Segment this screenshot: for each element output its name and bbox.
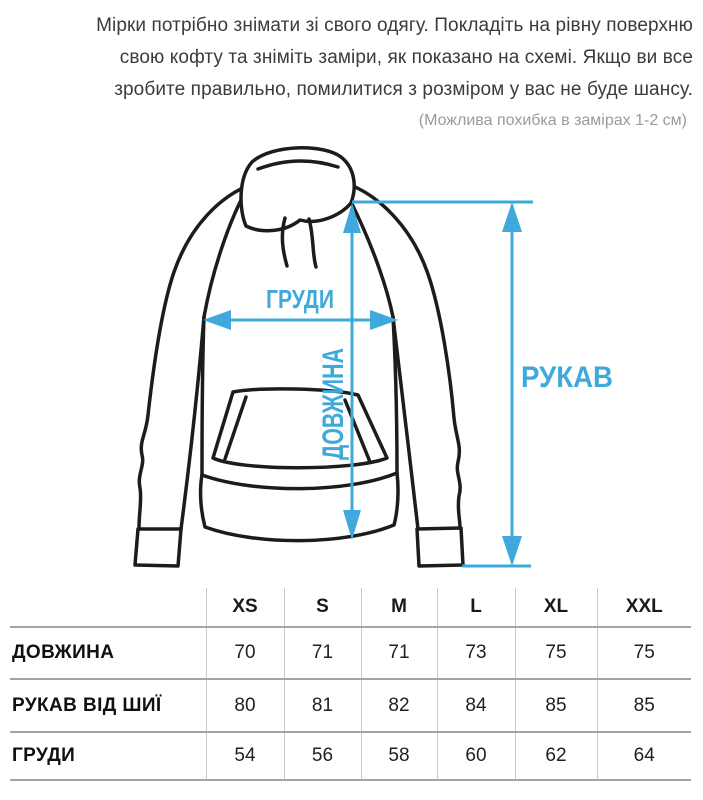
length-arrow <box>343 203 361 540</box>
hoodie-hood <box>239 146 356 233</box>
size-cell: 56 <box>283 732 361 781</box>
size-cell: 73 <box>436 627 515 680</box>
size-cell: 85 <box>514 679 597 733</box>
tolerance-note: (Можлива похибка в замірах 1-2 см) <box>418 112 687 129</box>
hoodie-illustration <box>133 146 465 568</box>
hoodie-drawstring-right <box>307 217 318 269</box>
size-cell: 58 <box>360 732 437 781</box>
hoodie-waistband <box>198 471 400 543</box>
size-cell: 71 <box>283 627 361 680</box>
hoodie-hood-fold <box>256 159 340 171</box>
size-table-corner-cell <box>10 588 206 628</box>
size-cell: 71 <box>360 627 437 680</box>
size-cell: 81 <box>283 679 361 733</box>
measurement-overlay <box>203 200 533 568</box>
size-cell: 62 <box>514 732 597 781</box>
hoodie-left-sleeve-outer <box>137 182 254 530</box>
size-table: XS S M L XL XXL ДОВЖИНА 70 71 71 73 75 7… <box>10 588 691 781</box>
size-cell: 70 <box>205 627 284 680</box>
hoodie-drawstring-left <box>280 216 289 268</box>
table-row-sleeve: РУКАВ ВІД ШИЇ 80 81 82 84 85 85 <box>10 679 691 733</box>
hoodie-waist-seam <box>200 471 399 491</box>
table-row-length: ДОВЖИНА 70 71 71 73 75 75 <box>10 627 691 680</box>
size-cell: 75 <box>596 627 691 680</box>
size-column-header: XXL <box>596 588 691 628</box>
hoodie-pocket-right-hem <box>343 398 372 464</box>
row-label: РУКАВ ВІД ШИЇ <box>10 679 206 733</box>
size-cell: 80 <box>205 679 284 733</box>
intro-line: зробите правильно, помилитися з розміром… <box>114 79 693 100</box>
size-cell: 75 <box>514 627 597 680</box>
sleeve-label: РУКАВ <box>521 361 613 394</box>
sleeve-arrow <box>352 200 533 568</box>
size-column-header: XL <box>514 588 597 628</box>
size-cell: 64 <box>596 732 691 781</box>
hoodie-pocket-left-hem <box>223 395 248 461</box>
size-diagram: ГРУДИ ДОВЖИНА РУКАВ <box>133 146 613 568</box>
hoodie-body-right-edge <box>391 315 399 475</box>
size-cell: 84 <box>436 679 515 733</box>
size-column-header: M <box>360 588 437 628</box>
row-label: ДОВЖИНА <box>10 627 206 680</box>
chest-arrow <box>203 310 398 330</box>
intro-line: свою кофту та зніміть заміри, як показан… <box>119 47 693 68</box>
chest-label: ГРУДИ <box>266 284 334 314</box>
size-cell: 85 <box>596 679 691 733</box>
size-table-header-row: XS S M L XL XXL <box>10 588 691 628</box>
table-row-chest: ГРУДИ 54 56 58 60 62 64 <box>10 732 691 781</box>
hoodie-body-left-edge <box>200 315 206 477</box>
size-column-header: L <box>436 588 515 628</box>
hoodie-left-cuff <box>133 527 183 568</box>
size-cell: 60 <box>436 732 515 781</box>
size-column-header: XS <box>205 588 284 628</box>
intro-text: Мірки потрібно знімати зі свого одягу. П… <box>0 10 703 106</box>
size-column-header: S <box>283 588 361 628</box>
intro-line: Мірки потрібно знімати зі свого одягу. П… <box>96 15 693 36</box>
length-label: ДОВЖИНА <box>317 348 350 460</box>
row-label: ГРУДИ <box>10 732 206 781</box>
hoodie-right-sleeve-outer <box>346 182 462 530</box>
size-cell: 54 <box>205 732 284 781</box>
size-cell: 82 <box>360 679 437 733</box>
hoodie-right-cuff <box>415 526 465 568</box>
hoodie-pocket <box>211 387 389 470</box>
hoodie-right-raglan-seam <box>349 200 395 319</box>
